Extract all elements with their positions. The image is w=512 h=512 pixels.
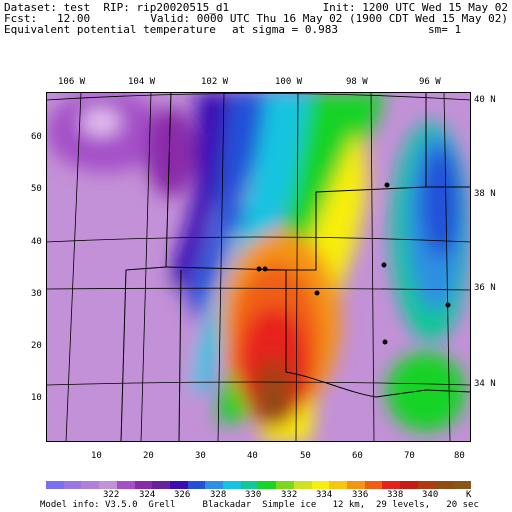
theta-e-field	[46, 92, 471, 442]
legend-swatch-19	[382, 481, 401, 489]
graticule	[46, 92, 471, 442]
grid-x-label-30: 30	[195, 451, 206, 461]
legend-swatch-7	[169, 481, 188, 489]
legend-swatch-11	[240, 481, 259, 489]
theta-e-map	[46, 92, 471, 442]
color-legend-bar	[46, 481, 471, 489]
grid-x-label-20: 20	[143, 451, 154, 461]
model-info-footer: Model info: V3.5.0 Grell Blackadar Simpl…	[40, 500, 479, 510]
legend-swatch-12	[258, 481, 277, 489]
legend-swatch-5	[134, 481, 153, 489]
legend-unit-label: K	[466, 490, 472, 500]
legend-label-334: 334	[316, 490, 333, 500]
legend-swatch-1	[63, 481, 82, 489]
legend-swatch-10	[223, 481, 241, 489]
legend-label-336: 336	[352, 490, 369, 500]
legend-label-328: 328	[210, 490, 227, 500]
legend-swatch-20	[400, 481, 418, 489]
legend-swatch-0	[46, 481, 64, 489]
grid-x-label-40: 40	[247, 451, 258, 461]
lon-label-96w: 96 W	[419, 77, 441, 87]
legend-swatch-16	[329, 481, 347, 489]
legend-swatch-18	[364, 481, 383, 489]
legend-swatch-6	[152, 481, 170, 489]
legend-swatch-21	[417, 481, 436, 489]
legend-swatch-9	[205, 481, 224, 489]
lat-label-40n: 40 N	[474, 95, 496, 105]
grid-y-label-40: 40	[31, 237, 42, 247]
legend-swatch-3	[99, 481, 117, 489]
legend-swatch-17	[346, 481, 365, 489]
legend-swatch-4	[116, 481, 135, 489]
legend-swatch-23	[453, 481, 471, 489]
field-name-label: Equivalent potential temperature	[4, 23, 216, 36]
grid-x-label-70: 70	[404, 451, 415, 461]
init-time-label: Init: 1200 UTC Wed 15 May 02	[322, 1, 508, 14]
grid-x-label-80: 80	[454, 451, 465, 461]
map-frame	[46, 92, 471, 442]
legend-swatch-8	[187, 481, 206, 489]
legend-label-330: 330	[245, 490, 262, 500]
legend-swatch-2	[81, 481, 100, 489]
grid-y-label-60: 60	[31, 132, 42, 142]
lat-label-34n: 34 N	[474, 379, 496, 389]
legend-swatch-15	[311, 481, 330, 489]
smoothing-label: sm= 1	[428, 23, 462, 36]
legend-label-332: 332	[281, 490, 298, 500]
dataset-label: Dataset: test RIP: rip20020515_d1	[4, 1, 230, 14]
grid-y-label-10: 10	[31, 393, 42, 403]
grid-y-label-30: 30	[31, 289, 42, 299]
forecast-hour-label: Fcst: 12.00	[4, 12, 91, 25]
lon-label-100w: 100 W	[275, 77, 303, 87]
grid-x-label-10: 10	[91, 451, 102, 461]
legend-swatch-13	[276, 481, 294, 489]
lat-label-38n: 38 N	[474, 189, 496, 199]
level-label: at sigma = 0.983	[232, 23, 338, 36]
grid-x-label-60: 60	[352, 451, 363, 461]
state-borders	[120, 92, 471, 442]
legend-label-322: 322	[103, 490, 120, 500]
grid-x-label-50: 50	[300, 451, 311, 461]
city-markers	[256, 182, 451, 345]
legend-swatch-14	[293, 481, 312, 489]
lon-label-104w: 104 W	[128, 77, 156, 87]
lon-label-102w: 102 W	[201, 77, 229, 87]
legend-label-340: 340	[422, 490, 439, 500]
legend-label-338: 338	[387, 490, 404, 500]
grid-y-label-20: 20	[31, 341, 42, 351]
lon-label-106w: 106 W	[58, 77, 86, 87]
legend-swatch-22	[435, 481, 454, 489]
lon-label-98w: 98 W	[346, 77, 368, 87]
lat-label-36n: 36 N	[474, 283, 496, 293]
valid-time-label: Valid: 0000 UTC Thu 16 May 02 (1900 CDT …	[150, 12, 508, 25]
legend-label-326: 326	[174, 490, 191, 500]
grid-y-label-50: 50	[31, 184, 42, 194]
legend-label-324: 324	[139, 490, 156, 500]
